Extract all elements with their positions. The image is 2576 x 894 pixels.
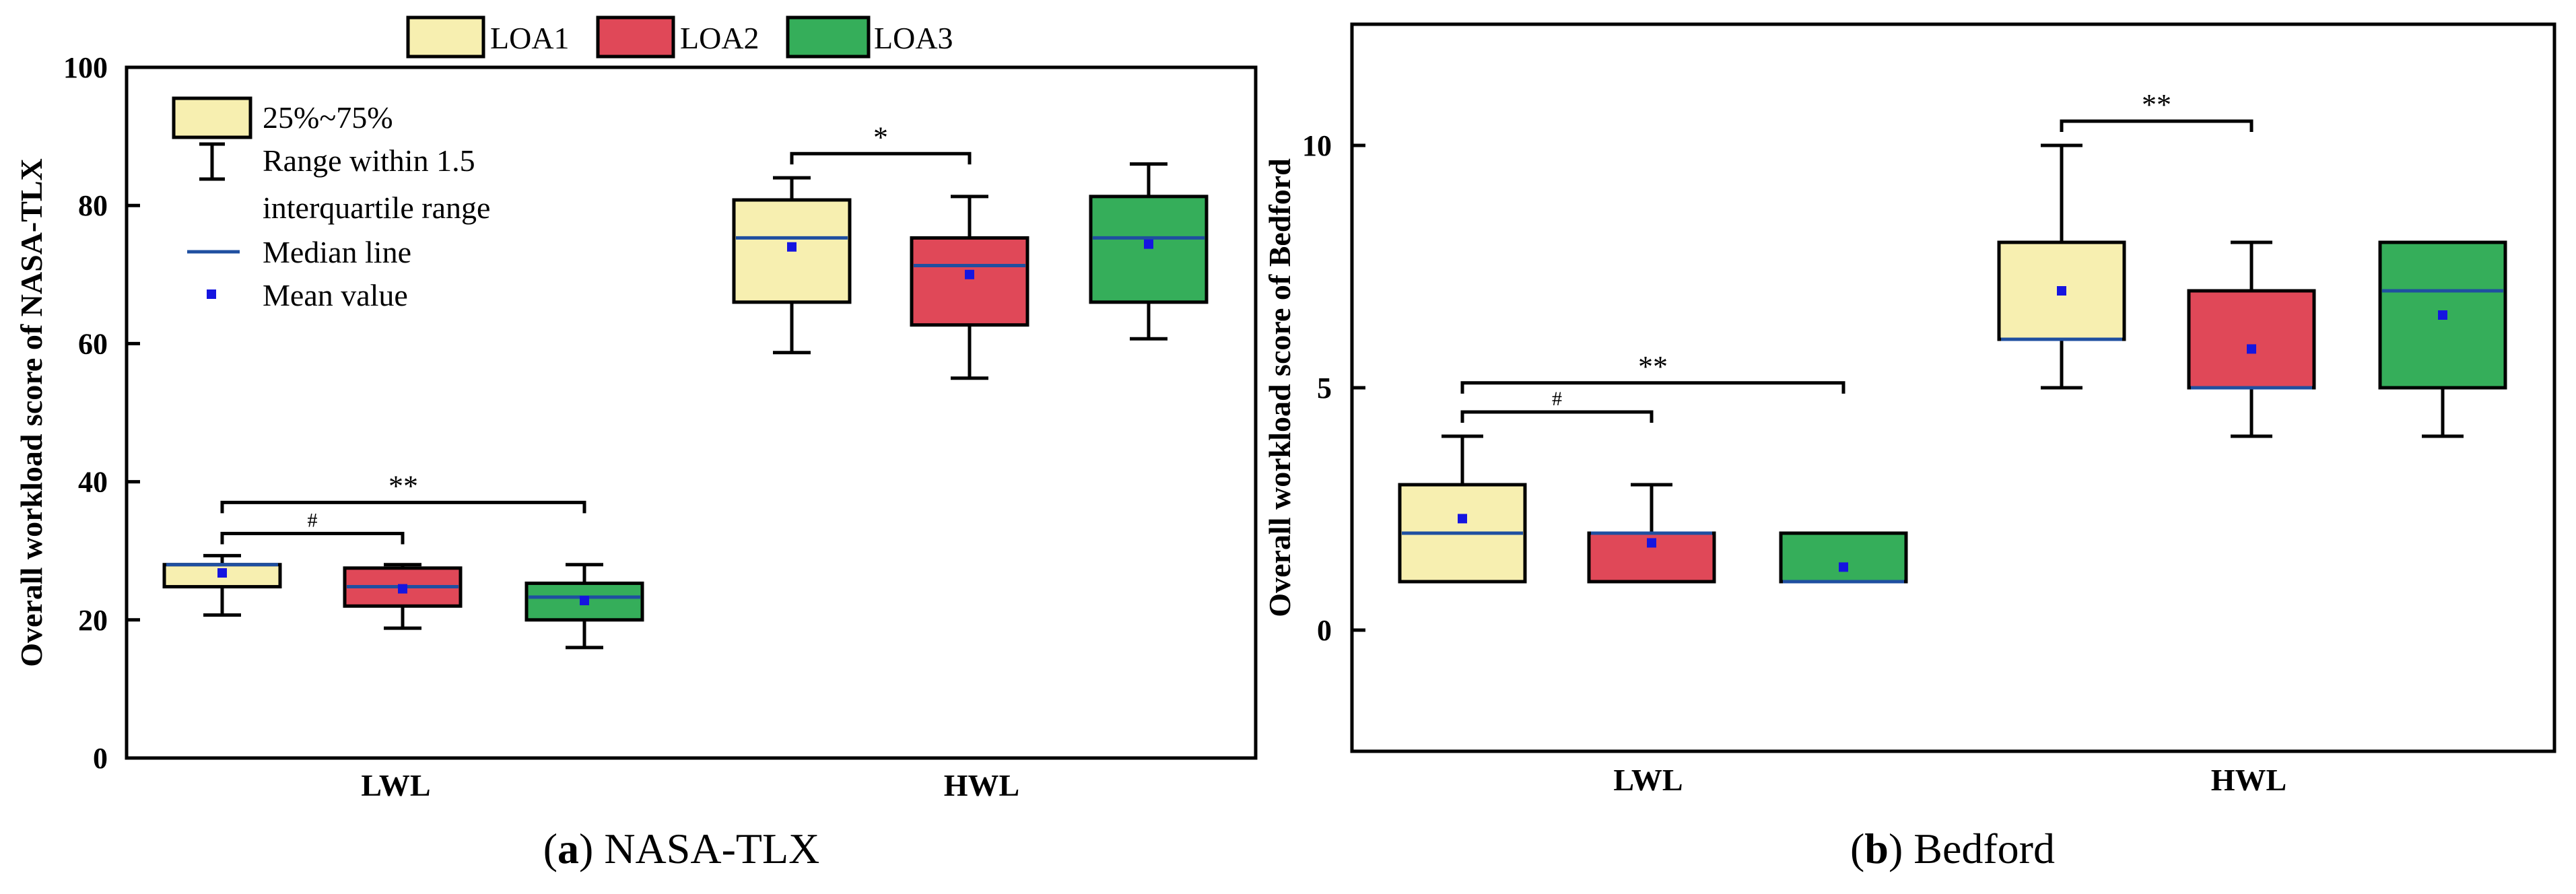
panel-a: 0 20 40 60 80 100 Overall workload score of N… bbox=[14, 51, 1258, 802]
box-lwl-loa2 bbox=[343, 563, 463, 630]
mean-marker bbox=[2438, 310, 2447, 320]
y-tick-label: 0 bbox=[93, 742, 108, 775]
mean-marker bbox=[580, 596, 589, 606]
significance-label: # bbox=[308, 510, 318, 532]
y-tick-label: 60 bbox=[78, 327, 108, 360]
box-lwl-loa3 bbox=[1779, 531, 1908, 584]
caption-a-letter: a bbox=[557, 825, 579, 872]
box-hwl-loa1 bbox=[1997, 143, 2126, 390]
y-tick-label: 100 bbox=[63, 51, 108, 84]
bracket-line bbox=[2060, 119, 2253, 132]
mean-marker bbox=[787, 242, 796, 252]
significance-bracket: # bbox=[220, 510, 405, 545]
mean-marker bbox=[1839, 562, 1848, 572]
mean-marker bbox=[2247, 344, 2256, 354]
bracket-line bbox=[220, 532, 405, 545]
bracket-line bbox=[1460, 381, 1845, 394]
box-iqr bbox=[910, 236, 1029, 327]
y-axis-title-b: Overall workload score of Bedford bbox=[1262, 158, 1297, 617]
y-ticks-b: 0 5 10 bbox=[1302, 129, 1365, 647]
legend-label-loa3: LOA3 bbox=[874, 21, 953, 55]
series-legend: LOA1 LOA2 LOA3 bbox=[406, 15, 953, 59]
significance-bracket: ** bbox=[1460, 350, 1845, 394]
legend-box-swatch bbox=[172, 96, 252, 139]
mean-marker bbox=[1144, 239, 1153, 249]
boxes-b bbox=[1398, 143, 2507, 584]
x-categories-a: LWL HWL bbox=[361, 768, 1019, 802]
box-lwl-loa2 bbox=[1587, 483, 1716, 584]
x-category-label: LWL bbox=[361, 768, 430, 802]
significance-b: # ** ** bbox=[1460, 88, 2253, 423]
y-ticks-a: 0 20 40 60 80 100 bbox=[63, 51, 140, 775]
bracket-line bbox=[790, 151, 972, 165]
box-iqr bbox=[1779, 531, 1908, 584]
x-category-label: HWL bbox=[944, 768, 1019, 802]
mean-marker bbox=[2057, 286, 2066, 296]
x-categories-b: LWL HWL bbox=[1613, 763, 2286, 797]
significance-a: #*** bbox=[220, 121, 972, 545]
box-hwl-loa2 bbox=[910, 195, 1029, 380]
caption-a-text: NASA-TLX bbox=[593, 825, 819, 872]
mean-marker bbox=[1647, 538, 1656, 548]
x-category-label: HWL bbox=[2211, 763, 2286, 797]
y-axis-title-a: Overall workload score of NASA-TLX bbox=[14, 158, 48, 667]
y-tick-label: 10 bbox=[1302, 129, 1332, 162]
plot-frame-b bbox=[1350, 22, 2556, 753]
legend-swatch-loa2 bbox=[596, 15, 675, 59]
y-tick-label: 80 bbox=[78, 189, 108, 222]
legend-swatch-loa1 bbox=[406, 15, 485, 59]
box-hwl-loa2 bbox=[2187, 240, 2316, 438]
plot-frame-a bbox=[125, 65, 1258, 760]
significance-bracket: ** bbox=[220, 469, 586, 514]
boxes-a bbox=[162, 162, 1209, 650]
box-lwl-loa1 bbox=[1398, 434, 1527, 584]
legend-label-loa1: LOA1 bbox=[490, 21, 570, 55]
y-tick-label: 20 bbox=[78, 604, 108, 637]
panel-b: 0 5 10 Overall workload score of Bedford #… bbox=[1262, 22, 2556, 797]
box-hwl-loa3 bbox=[1089, 162, 1209, 341]
bracket-line bbox=[220, 500, 586, 514]
y-tick-label: 5 bbox=[1317, 372, 1332, 405]
significance-label: ** bbox=[388, 469, 418, 502]
legend-box-label: 25%~75% bbox=[263, 100, 393, 135]
caption-b-letter: b bbox=[1864, 825, 1889, 872]
caption-a: (a) NASA-TLX bbox=[543, 825, 820, 872]
significance-label: * bbox=[873, 121, 888, 153]
significance-label: # bbox=[1552, 388, 1562, 410]
x-category-label: LWL bbox=[1613, 763, 1683, 797]
y-tick-label: 0 bbox=[1317, 614, 1332, 647]
box-lwl-loa1 bbox=[162, 553, 282, 617]
significance-label: ** bbox=[2142, 88, 2171, 121]
box-hwl-loa3 bbox=[2378, 240, 2507, 438]
y-tick-label: 40 bbox=[78, 466, 108, 499]
caption-b: (b) Bedford bbox=[1850, 825, 2055, 872]
legend-mean-label: Mean value bbox=[263, 278, 408, 312]
significance-label: ** bbox=[1638, 350, 1668, 383]
legend-label-loa2: LOA2 bbox=[680, 21, 759, 55]
mean-marker bbox=[965, 269, 974, 279]
box-hwl-loa1 bbox=[732, 176, 852, 355]
caption-b-text: Bedford bbox=[1903, 825, 2055, 872]
inner-legend: 25%~75% Range within 1.5 interquartile r… bbox=[172, 96, 490, 312]
significance-bracket: # bbox=[1460, 388, 1654, 423]
mean-marker bbox=[398, 584, 407, 594]
significance-bracket: ** bbox=[2060, 88, 2253, 132]
mean-marker-icon bbox=[207, 289, 216, 299]
mean-marker bbox=[217, 568, 227, 578]
bracket-line bbox=[1460, 410, 1654, 423]
box-iqr bbox=[2187, 289, 2316, 390]
legend-median-label: Median line bbox=[263, 235, 411, 269]
box-lwl-loa3 bbox=[524, 563, 644, 650]
legend-whisker-label-2: interquartile range bbox=[263, 191, 490, 225]
legend-swatch-loa3 bbox=[786, 15, 871, 59]
legend-whisker-label-1: Range within 1.5 bbox=[263, 143, 475, 178]
significance-bracket: * bbox=[790, 121, 972, 165]
box-iqr bbox=[1089, 195, 1209, 304]
mean-marker bbox=[1458, 514, 1467, 524]
whisker-icon bbox=[199, 142, 225, 181]
